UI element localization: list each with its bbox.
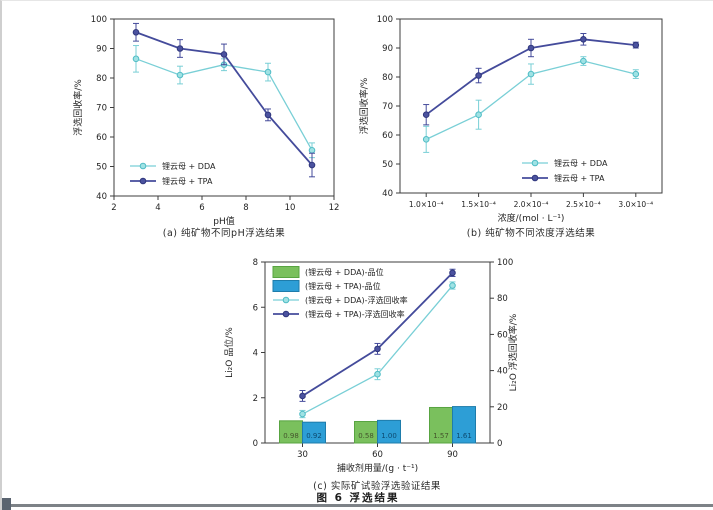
svg-text:Li₂O 品位/%: Li₂O 品位/% — [223, 327, 235, 378]
figure-caption: 图 6 浮选结果 — [316, 492, 400, 504]
svg-text:6: 6 — [253, 303, 258, 313]
svg-text:2: 2 — [111, 203, 116, 213]
svg-text:0.98: 0.98 — [283, 432, 299, 440]
svg-text:Li₂O 浮选回收率/%: Li₂O 浮选回收率/% — [507, 313, 519, 391]
svg-text:(锂云母 + TPA)-品位: (锂云母 + TPA)-品位 — [305, 281, 381, 291]
svg-text:70: 70 — [382, 102, 393, 112]
svg-text:pH值: pH值 — [213, 215, 234, 227]
svg-text:0.58: 0.58 — [358, 432, 374, 440]
svg-text:0: 0 — [253, 439, 258, 449]
svg-text:40: 40 — [382, 189, 393, 199]
svg-text:浓度/(mol · L⁻¹): 浓度/(mol · L⁻¹) — [498, 212, 565, 224]
svg-text:80: 80 — [497, 294, 508, 304]
svg-text:80: 80 — [382, 73, 393, 83]
svg-text:90: 90 — [382, 44, 393, 54]
svg-text:3.0×10⁻⁴: 3.0×10⁻⁴ — [618, 200, 653, 209]
svg-text:1.5×10⁻⁴: 1.5×10⁻⁴ — [461, 200, 496, 209]
caption-chart-a: (a) 纯矿物不同pH浮选结果 — [162, 228, 286, 239]
svg-text:4: 4 — [253, 349, 258, 359]
svg-text:1.57: 1.57 — [433, 432, 449, 440]
svg-text:2.0×10⁻⁴: 2.0×10⁻⁴ — [514, 200, 549, 209]
svg-text:40: 40 — [96, 192, 107, 202]
svg-text:50: 50 — [96, 163, 107, 173]
svg-text:20: 20 — [497, 403, 508, 413]
svg-text:30: 30 — [297, 450, 308, 460]
svg-text:10: 10 — [285, 203, 296, 213]
svg-text:70: 70 — [96, 104, 107, 114]
svg-text:(锂云母 + TPA)-浮选回收率: (锂云母 + TPA)-浮选回收率 — [305, 309, 405, 319]
svg-text:2.5×10⁻⁴: 2.5×10⁻⁴ — [566, 200, 601, 209]
chart-b-flotation-vs-concentration: 40 50 60 70 80 90 100 1.0×10⁻⁴ 1.5×10⁻⁴ 2.0×10⁻⁴ 2… — [358, 15, 663, 224]
svg-text:50: 50 — [382, 160, 393, 170]
chart-a-flotation-vs-ph: 40 50 60 70 80 90 100 2 4 6 8 10 12 pH值 浮选回收率/% 锂云母 + D… — [72, 15, 340, 227]
svg-text:锂云母 + DDA: 锂云母 + DDA — [554, 158, 608, 168]
page-bottom-rule — [2, 504, 713, 507]
svg-text:90: 90 — [447, 450, 458, 460]
svg-text:锂云母 + TPA: 锂云母 + TPA — [162, 176, 213, 186]
caption-chart-c: (c) 实际矿试验浮选验证结果 — [313, 481, 441, 492]
caption-chart-b: (b) 纯矿物不同浓度浮选结果 — [466, 228, 596, 239]
svg-text:60: 60 — [382, 131, 393, 141]
svg-text:0: 0 — [497, 439, 502, 449]
svg-text:捕收剂用量/(g · t⁻¹): 捕收剂用量/(g · t⁻¹) — [337, 462, 418, 474]
svg-text:(锂云母 + DDA)-品位: (锂云母 + DDA)-品位 — [305, 267, 384, 277]
svg-text:0.92: 0.92 — [306, 432, 322, 440]
svg-text:8: 8 — [253, 258, 258, 268]
svg-text:锂云母 + TPA: 锂云母 + TPA — [554, 173, 605, 183]
svg-text:40: 40 — [497, 367, 508, 377]
svg-text:1.0×10⁻⁴: 1.0×10⁻⁴ — [409, 200, 444, 209]
svg-text:浮选回收率/%: 浮选回收率/% — [72, 79, 84, 136]
svg-text:12: 12 — [329, 203, 340, 213]
svg-text:100: 100 — [91, 15, 107, 25]
page-corner-mark — [2, 498, 11, 510]
svg-text:100: 100 — [377, 15, 393, 25]
svg-text:1.00: 1.00 — [381, 432, 397, 440]
svg-text:8: 8 — [243, 203, 248, 213]
svg-text:100: 100 — [497, 258, 513, 268]
svg-text:1.61: 1.61 — [456, 432, 472, 440]
svg-text:60: 60 — [372, 450, 383, 460]
svg-text:浮选回收率/%: 浮选回收率/% — [358, 77, 370, 134]
svg-text:60: 60 — [497, 330, 508, 340]
svg-text:4: 4 — [155, 203, 160, 213]
svg-text:6: 6 — [199, 203, 204, 213]
svg-text:锂云母 + DDA: 锂云母 + DDA — [162, 161, 216, 171]
svg-text:90: 90 — [96, 45, 107, 55]
svg-text:(锂云母 + DDA)-浮选回收率: (锂云母 + DDA)-浮选回收率 — [305, 295, 408, 305]
svg-text:80: 80 — [96, 74, 107, 84]
svg-text:2: 2 — [253, 394, 258, 404]
svg-text:60: 60 — [96, 133, 107, 143]
